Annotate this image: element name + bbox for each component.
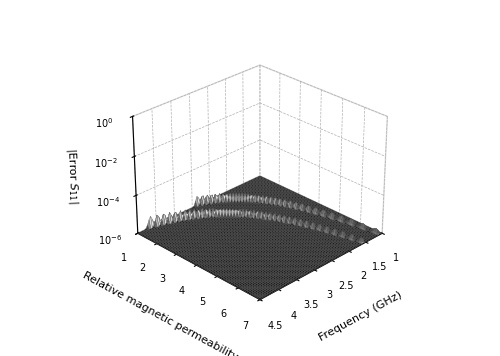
X-axis label: Frequency (GHz): Frequency (GHz) bbox=[317, 290, 404, 344]
Y-axis label: Relative magnetic permeability: Relative magnetic permeability bbox=[80, 271, 239, 356]
